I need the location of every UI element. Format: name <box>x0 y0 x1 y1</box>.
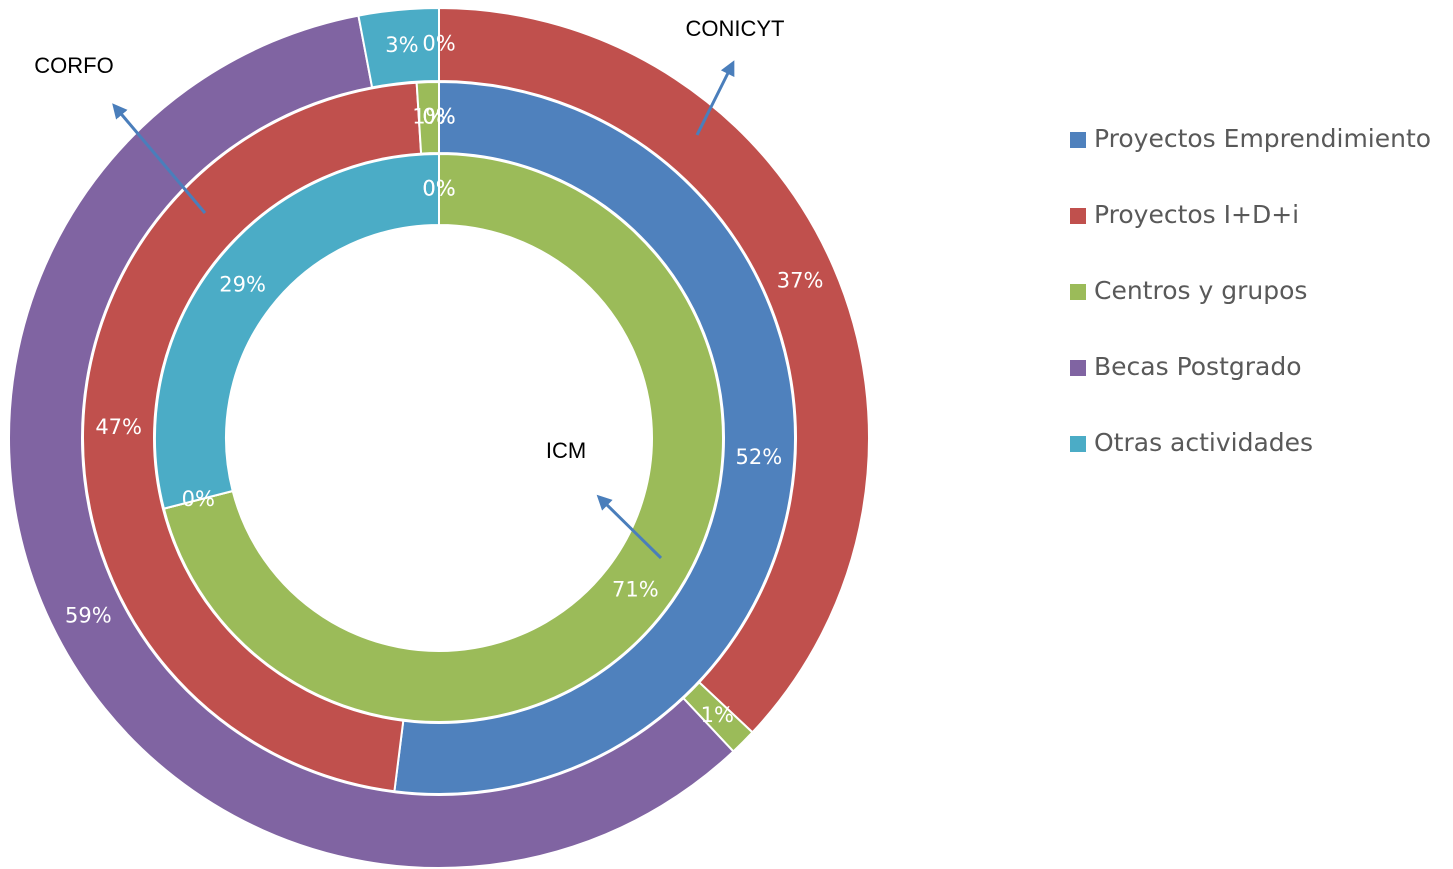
legend-swatch <box>1070 284 1086 300</box>
data-label: 47% <box>95 415 142 439</box>
data-label: 37% <box>777 269 824 293</box>
legend-label: Proyectos Emprendimiento <box>1094 124 1431 153</box>
data-label: 0% <box>422 105 455 129</box>
data-label: 0% <box>422 105 455 129</box>
legend-label: Becas Postgrado <box>1094 352 1302 381</box>
data-label: 0% <box>182 487 215 511</box>
legend-swatch <box>1070 132 1086 148</box>
data-label: 71% <box>612 577 659 601</box>
arrow <box>112 103 207 214</box>
legend: Proyectos Emprendimiento Proyectos I+D+i C… <box>1070 124 1431 457</box>
data-label: 1% <box>701 703 734 727</box>
legend-label: Proyectos I+D+i <box>1094 200 1299 229</box>
data-label: 1% <box>412 105 445 129</box>
legend-swatch <box>1070 360 1086 376</box>
rings <box>8 6 870 869</box>
legend-label: Otras actividades <box>1094 428 1313 457</box>
data-label: 0% <box>422 32 455 56</box>
legend-swatch <box>1070 208 1086 224</box>
data-label: 0% <box>422 177 455 201</box>
annotation: CORFO <box>34 53 113 78</box>
arrow <box>695 60 735 136</box>
arrow <box>596 494 663 560</box>
data-label: 0% <box>422 177 455 201</box>
data-label: 3% <box>385 33 418 57</box>
data-label: 29% <box>219 273 266 297</box>
annotation: ICM <box>546 438 586 463</box>
legend-swatch <box>1070 436 1086 452</box>
data-label: 59% <box>65 604 112 628</box>
legend-label: Centros y grupos <box>1094 276 1307 305</box>
segment <box>162 152 724 723</box>
data-label: 52% <box>736 445 783 469</box>
data-labels: 0%37%1%59%3%52%47%1%0%0%0%0%71%0%29% <box>65 32 823 728</box>
segment <box>154 152 440 510</box>
annotation: CONICYT <box>686 16 785 41</box>
